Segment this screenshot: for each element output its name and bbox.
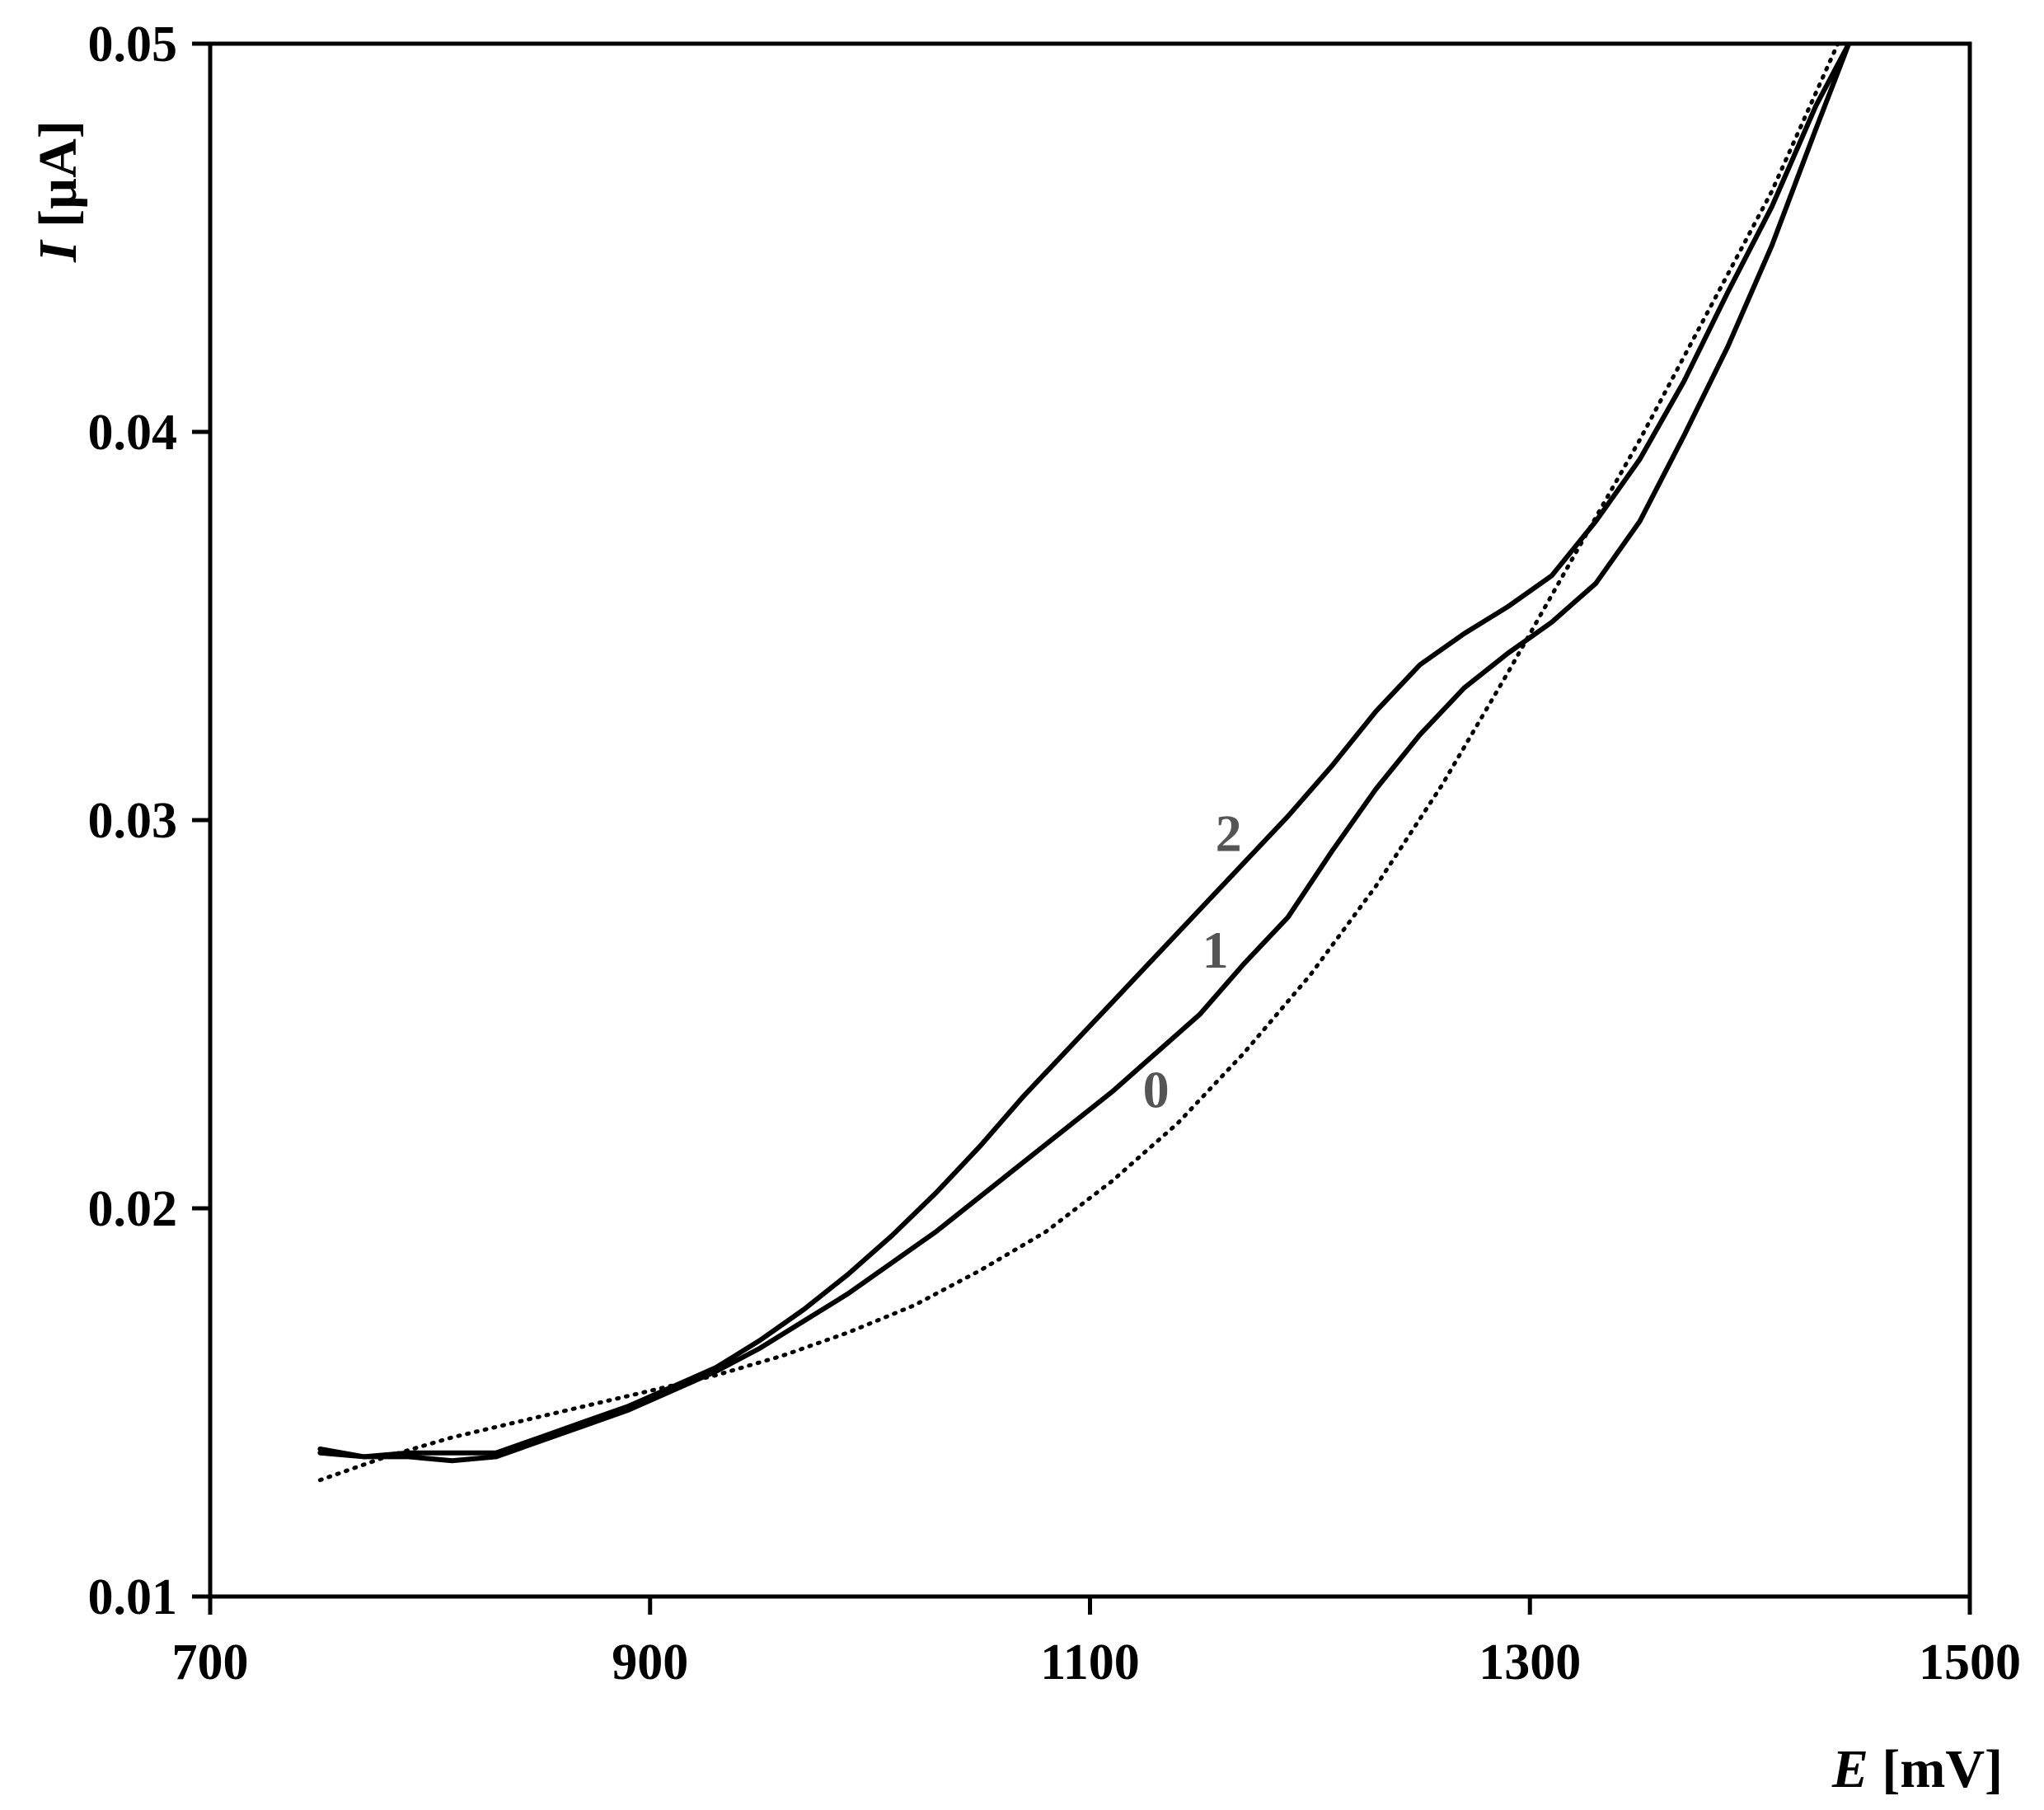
x-tick-label: 1300 — [1479, 1634, 1581, 1690]
curve-label-0: 0 — [1143, 1061, 1170, 1119]
y-axis-title: I [µA] — [28, 120, 88, 263]
plot-frame — [208, 41, 1972, 1599]
y-tick-label: 0.03 — [88, 793, 178, 849]
y-axis-unit: [µA] — [28, 120, 88, 241]
y-tick-label: 0.01 — [88, 1569, 178, 1625]
y-tick-label: 0.05 — [88, 16, 178, 73]
x-axis-title: E [mV] — [1831, 1739, 2003, 1799]
y-tick-label: 0.02 — [88, 1181, 178, 1237]
x-tick-label: 900 — [612, 1634, 688, 1690]
x-tick-label: 1500 — [1919, 1634, 2021, 1690]
y-tick-label: 0.04 — [88, 405, 178, 461]
x-tick-label: 1100 — [1040, 1634, 1140, 1690]
series-line-2 — [317, 44, 1852, 1460]
plot-area — [317, 44, 1852, 1483]
labels: 0 1 2 E [mV] I [µA] — [28, 120, 2003, 1799]
x-axis-symbol: E — [1831, 1739, 1868, 1799]
series-line-1 — [317, 44, 1852, 1464]
x-axis-unit: [mV] — [1868, 1739, 2003, 1799]
y-axis-symbol: I — [28, 239, 88, 263]
x-tick-label: 700 — [172, 1634, 249, 1690]
axes: 700 900 1100 1300 1500 0.01 0.02 0.03 0.04 0.05 — [88, 16, 2022, 1690]
curve-label-2: 2 — [1216, 804, 1242, 863]
curve-label-1: 1 — [1202, 921, 1229, 979]
series-line-0 — [317, 44, 1840, 1483]
